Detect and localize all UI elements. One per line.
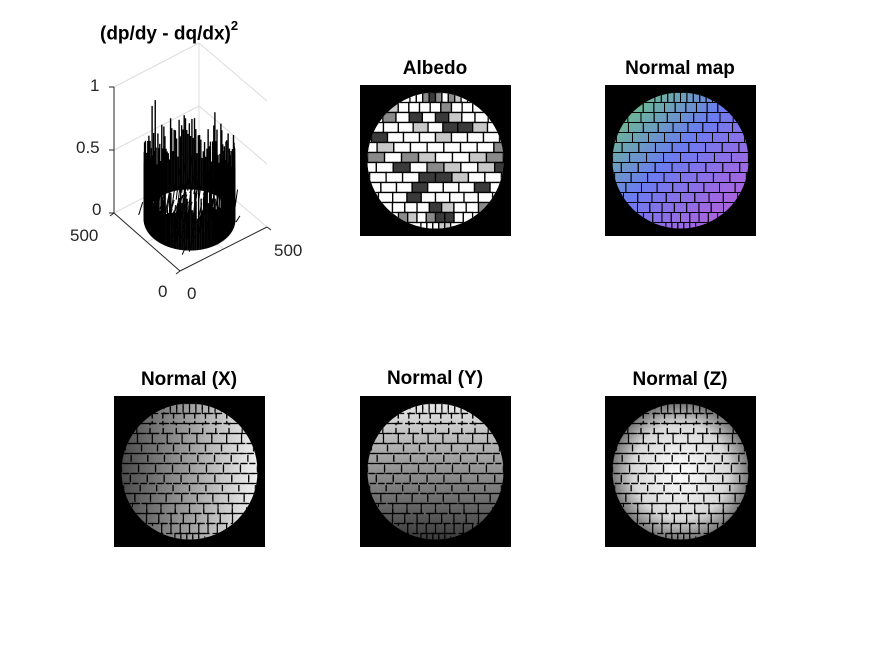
z-tick-1: 1 <box>90 76 100 95</box>
surface-title-text: (dp/dy - dq/dx) <box>100 23 231 45</box>
normal-y-image <box>360 396 511 547</box>
surface-title: (dp/dy - dq/dx)2 <box>100 18 239 45</box>
x-tick-0: 0 <box>187 284 197 303</box>
z-tick-0.5: 0.5 <box>76 138 100 157</box>
surface-title-exponent: 2 <box>230 18 239 33</box>
normal-z-image <box>605 396 756 547</box>
y-tick-500: 500 <box>70 226 99 245</box>
normal-z-title: Normal (Z) <box>632 369 728 390</box>
normal-x-image <box>114 396 265 547</box>
albedo-image <box>360 85 511 236</box>
axis-lines <box>109 86 272 275</box>
albedo-title: Albedo <box>402 58 468 79</box>
normal-x-title: Normal (X) <box>140 369 238 390</box>
surface-plot <box>109 42 272 275</box>
normal-map-title: Normal map <box>625 58 735 79</box>
normal-map-image <box>605 85 756 236</box>
normal-y-title: Normal (Y) <box>386 368 484 389</box>
surface-mesh <box>138 100 241 255</box>
y-tick-0: 0 <box>158 282 168 301</box>
x-tick-500: 500 <box>274 241 303 260</box>
z-tick-0: 0 <box>92 200 102 219</box>
